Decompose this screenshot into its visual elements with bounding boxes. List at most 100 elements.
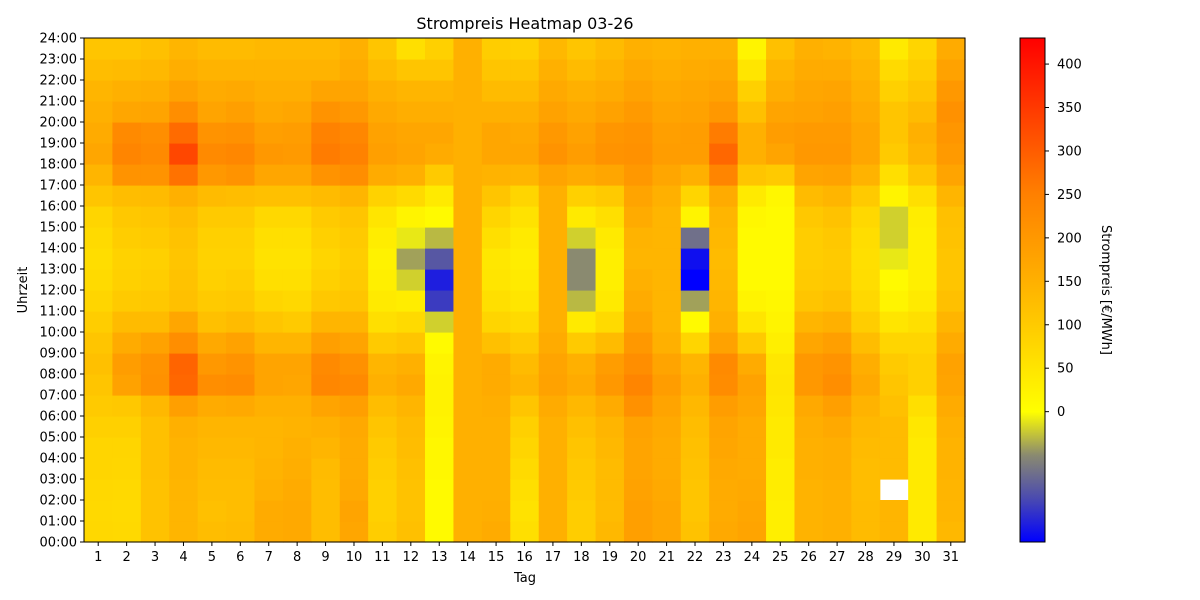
heatmap-cell: [680, 290, 710, 312]
heatmap-cell: [453, 248, 483, 270]
heatmap-cell: [425, 332, 455, 354]
heatmap-cell: [851, 500, 881, 522]
heatmap-cell: [766, 143, 796, 165]
heatmap-cell: [737, 143, 767, 165]
heatmap-cell: [851, 101, 881, 123]
heatmap-cell: [169, 500, 199, 522]
heatmap-cell: [425, 122, 455, 144]
chart-title: Strompreis Heatmap 03-26: [416, 14, 633, 33]
heatmap-cell: [623, 143, 653, 165]
heatmap-cell: [936, 59, 966, 81]
heatmap-cell: [623, 332, 653, 354]
heatmap-cell: [311, 38, 341, 60]
heatmap-cell: [368, 374, 398, 396]
heatmap-cell: [112, 59, 142, 81]
heatmap-cell: [368, 479, 398, 501]
heatmap-cell: [595, 521, 625, 543]
heatmap-cell: [623, 521, 653, 543]
x-tick-label: 14: [459, 550, 476, 565]
y-tick-label: 05:00: [40, 431, 77, 446]
heatmap-cell: [254, 437, 284, 459]
heatmap-cell: [339, 458, 369, 480]
heatmap-cell: [652, 311, 682, 333]
heatmap-cell: [396, 101, 426, 123]
heatmap-cell: [254, 80, 284, 102]
heatmap-cell: [226, 80, 256, 102]
heatmap-cell: [226, 269, 256, 291]
heatmap-cell: [879, 80, 909, 102]
heatmap-cell: [169, 458, 199, 480]
heatmap-cell: [282, 38, 312, 60]
heatmap-cell: [425, 80, 455, 102]
heatmap-cell: [936, 248, 966, 270]
heatmap-cell: [567, 353, 597, 375]
heatmap-cell: [112, 206, 142, 228]
heatmap-cell: [709, 164, 739, 186]
heatmap-cell: [481, 269, 511, 291]
heatmap-cell: [936, 521, 966, 543]
heatmap-cell: [169, 269, 199, 291]
heatmap-cell: [425, 290, 455, 312]
heatmap-cell: [425, 500, 455, 522]
heatmap-cell: [822, 437, 852, 459]
heatmap-cell: [766, 248, 796, 270]
y-tick-label: 06:00: [40, 410, 77, 425]
y-tick-label: 03:00: [40, 473, 77, 488]
heatmap-cell: [879, 521, 909, 543]
heatmap-cell: [567, 80, 597, 102]
heatmap-cell: [623, 479, 653, 501]
heatmap-cell: [652, 101, 682, 123]
colorbar-tick-label: 150: [1057, 275, 1082, 290]
heatmap-cell: [680, 374, 710, 396]
heatmap-cell: [84, 143, 114, 165]
heatmap-cell: [908, 122, 938, 144]
y-tick-label: 11:00: [40, 305, 77, 320]
heatmap-cell: [112, 458, 142, 480]
heatmap-cell: [567, 479, 597, 501]
heatmap-cell: [794, 38, 824, 60]
heatmap-cell: [453, 38, 483, 60]
x-tick-label: 7: [265, 550, 273, 565]
heatmap-cell: [254, 521, 284, 543]
heatmap-cells: [84, 38, 966, 543]
x-tick-label: 12: [403, 550, 420, 565]
heatmap-cell: [453, 122, 483, 144]
heatmap-cell: [481, 290, 511, 312]
heatmap-cell: [879, 101, 909, 123]
heatmap-cell: [538, 458, 568, 480]
heatmap-cell: [282, 164, 312, 186]
heatmap-cell: [766, 521, 796, 543]
heatmap-cell: [510, 122, 540, 144]
heatmap-cell: [908, 416, 938, 438]
heatmap-cell: [169, 101, 199, 123]
heatmap-cell: [538, 353, 568, 375]
heatmap-cell: [112, 374, 142, 396]
heatmap-cell: [737, 500, 767, 522]
heatmap-cell: [311, 332, 341, 354]
heatmap-cell: [481, 458, 511, 480]
heatmap-cell: [112, 395, 142, 417]
heatmap-cell: [339, 101, 369, 123]
heatmap-cell: [140, 269, 170, 291]
heatmap-cell: [908, 521, 938, 543]
heatmap-cell: [282, 290, 312, 312]
heatmap-cell: [453, 227, 483, 249]
heatmap-cell: [481, 479, 511, 501]
heatmap-cell: [908, 101, 938, 123]
heatmap-cell: [595, 479, 625, 501]
heatmap-cell: [282, 500, 312, 522]
heatmap-cell: [538, 227, 568, 249]
heatmap-cell: [936, 164, 966, 186]
heatmap-cell: [197, 38, 227, 60]
heatmap-cell: [709, 458, 739, 480]
x-tick-label: 17: [545, 550, 562, 565]
heatmap-cell: [680, 101, 710, 123]
heatmap-cell: [339, 311, 369, 333]
heatmap-cell: [652, 143, 682, 165]
heatmap-cell: [112, 332, 142, 354]
heatmap-cell: [652, 164, 682, 186]
colorbar-tick-label: 350: [1057, 101, 1082, 116]
heatmap-cell: [936, 458, 966, 480]
heatmap-cell: [851, 416, 881, 438]
heatmap-cell: [851, 353, 881, 375]
